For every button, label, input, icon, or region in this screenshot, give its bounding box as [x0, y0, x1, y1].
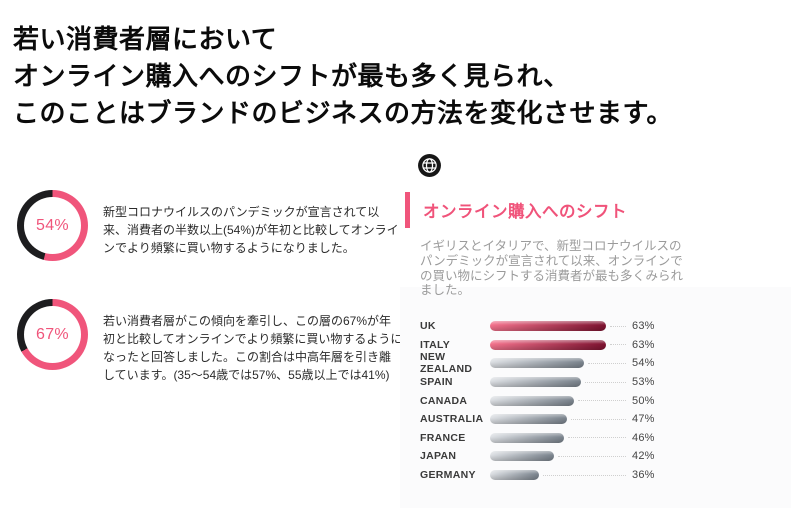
country-label: FRANCE: [420, 431, 466, 444]
headline-line-1: 若い消費者層において: [13, 24, 278, 54]
bar-track: [490, 358, 632, 369]
leader-line: [588, 362, 626, 364]
bar-track: [490, 395, 632, 406]
bar: [490, 377, 581, 388]
bar-row: ITALY 63%: [420, 336, 780, 355]
value-label: 63%: [632, 338, 655, 351]
value-label: 50%: [632, 394, 655, 407]
globe-icon: [418, 154, 441, 177]
stat-young-consumers: 67% 若い消費者層がこの傾向を牽引し、この層の67%が年初と比較してオンライン…: [17, 299, 409, 384]
country-label: AUSTRALIA: [420, 413, 484, 426]
value-label: 47%: [632, 413, 655, 426]
country-label: UK: [420, 320, 436, 333]
stat-online-shoppers: 54% 新型コロナウイルスのパンデミックが宣言されて以来、消費者の半数以上(54…: [17, 190, 409, 261]
bar-track: [490, 451, 632, 462]
leader-line: [568, 437, 626, 439]
value-label: 54%: [632, 357, 655, 370]
bar: [490, 358, 584, 369]
bar: [490, 321, 606, 332]
bar-track: [490, 432, 632, 443]
bar-row: CANADA 50%: [420, 391, 780, 410]
stat-text: 若い消費者層がこの傾向を牽引し、この層の67%が年初と比較してオンラインでより頻…: [103, 314, 403, 382]
bar: [490, 395, 574, 406]
donut-hole: 67%: [24, 306, 81, 363]
stat-text: 新型コロナウイルスのパンデミックが宣言されて以来、消費者の半数以上(54%)が年…: [103, 205, 399, 255]
leader-line: [543, 474, 626, 476]
donut-hole: 54%: [24, 197, 81, 254]
country-label: NEW ZEALAND: [420, 351, 473, 376]
bar-row: GERMANY 36%: [420, 466, 780, 485]
donut-percentage: 54%: [36, 216, 69, 234]
page-title: 若い消費者層において オンライン購入へのシフトが最も多く見られ、 このことはブラ…: [13, 21, 673, 132]
leader-line: [585, 381, 626, 383]
panel-title: オンライン購入へのシフト: [423, 203, 627, 221]
donut-chart-54: 54%: [17, 190, 88, 261]
country-label: GERMANY: [420, 469, 476, 482]
bar: [490, 432, 564, 443]
leader-line: [571, 418, 626, 420]
donut-chart-67: 67%: [17, 299, 88, 370]
value-label: 53%: [632, 376, 655, 389]
bar: [490, 470, 539, 481]
panel-description: イギリスとイタリアで、新型コロナウイルスのパンデミックが宣言されて以来、オンライ…: [420, 239, 684, 298]
bar-row: JAPAN 42%: [420, 447, 780, 466]
bar: [490, 451, 554, 462]
bar-row: NEW ZEALAND 54%: [420, 351, 780, 376]
country-label: CANADA: [420, 394, 468, 407]
bar-track: [490, 339, 632, 350]
country-label: SPAIN: [420, 376, 453, 389]
bar-track: [490, 321, 632, 332]
bar-row: UK 63%: [420, 317, 780, 336]
value-label: 46%: [632, 431, 655, 444]
leader-line: [558, 455, 626, 457]
bar-track: [490, 377, 632, 388]
bar-track: [490, 470, 632, 481]
value-label: 63%: [632, 320, 655, 333]
bar-row: SPAIN 53%: [420, 373, 780, 392]
bar: [490, 339, 606, 350]
headline-line-3: このことはブランドのビジネスの方法を変化させます。: [13, 98, 673, 128]
leader-line: [610, 325, 626, 327]
bar-chart: UK 63% ITALY 63% NEW ZEALAND 54%: [420, 317, 780, 484]
leader-line: [610, 344, 626, 346]
leader-line: [578, 400, 626, 402]
value-label: 42%: [632, 450, 655, 463]
country-label: JAPAN: [420, 450, 457, 463]
bar: [490, 414, 567, 425]
panel-title-block: オンライン購入へのシフト: [405, 192, 627, 228]
value-label: 36%: [632, 469, 655, 482]
headline-line-2: オンライン購入へのシフトが最も多く見られ、: [13, 61, 570, 91]
bar-track: [490, 414, 632, 425]
donut-percentage: 67%: [36, 325, 69, 343]
bar-row: FRANCE 46%: [420, 429, 780, 448]
country-label: ITALY: [420, 338, 451, 351]
bar-row: AUSTRALIA 47%: [420, 410, 780, 429]
